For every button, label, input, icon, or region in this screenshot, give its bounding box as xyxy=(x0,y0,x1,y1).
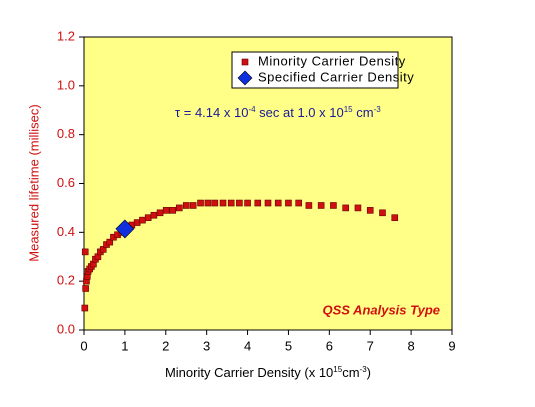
label-part: -4 xyxy=(248,105,256,114)
marker-square xyxy=(241,58,249,66)
label-part: ) xyxy=(367,365,371,380)
legend-label: Minority Carrier Density xyxy=(258,53,406,68)
marker-square xyxy=(189,202,197,209)
y-tick-label: 1.2 xyxy=(57,28,75,43)
marker-square xyxy=(354,204,362,212)
marker-square xyxy=(197,199,204,207)
label-part: cm xyxy=(342,365,359,380)
label-part: sec at 1.0 x 10 xyxy=(256,105,344,120)
marker-square xyxy=(175,204,183,212)
marker-square xyxy=(162,207,170,214)
x-tick-label: 4 xyxy=(244,338,251,353)
y-tick-label: 0.0 xyxy=(57,321,75,336)
marker-square xyxy=(169,207,177,214)
label-part: τ = 4.14 x 10 xyxy=(175,105,248,120)
marker-square xyxy=(106,238,114,246)
marker-square xyxy=(236,199,243,207)
label-part: 15 xyxy=(333,365,342,374)
marker-diamond xyxy=(237,70,253,86)
y-tick-label: 1.0 xyxy=(57,77,75,92)
marker-square xyxy=(182,202,190,209)
marker-square xyxy=(81,248,89,256)
marker-square xyxy=(150,211,158,219)
y-tick-label: 0.2 xyxy=(57,273,75,288)
marker-square xyxy=(156,209,164,217)
x-tick-label: 2 xyxy=(162,338,169,353)
x-tick-label: 0 xyxy=(80,338,87,353)
marker-square xyxy=(264,199,272,207)
marker-square xyxy=(379,209,386,217)
marker-square xyxy=(211,199,219,207)
marker-square xyxy=(366,207,374,214)
marker-diamond xyxy=(115,219,135,239)
x-tick-label: 1 xyxy=(121,338,128,353)
y-tick-label: 0.8 xyxy=(57,126,75,141)
label-part: Minority Carrier Density (x 10 xyxy=(165,365,333,380)
label-part: 15 xyxy=(344,105,353,114)
marker-square xyxy=(342,204,349,212)
label-part: -3 xyxy=(360,365,368,374)
x-tick-label: 5 xyxy=(285,338,292,353)
x-tick-label: 9 xyxy=(448,338,455,353)
label-part: -3 xyxy=(374,105,382,114)
marker-square xyxy=(219,199,227,207)
x-tick-label: 8 xyxy=(407,338,414,353)
x-tick-label: 6 xyxy=(326,338,333,353)
marker-square xyxy=(139,216,146,224)
marker-square xyxy=(305,202,313,209)
marker-square xyxy=(285,199,292,207)
note: QSS Analysis Type xyxy=(322,302,440,317)
label-part: cm xyxy=(353,105,374,120)
marker-square xyxy=(227,199,235,207)
marker-square xyxy=(391,214,399,221)
marker-square xyxy=(330,202,337,209)
y-tick-label: 0.6 xyxy=(57,175,75,190)
marker-square xyxy=(204,199,212,207)
marker-square xyxy=(144,214,152,221)
y-axis-label: Measured lifetime (millisec) xyxy=(26,104,41,261)
marker-square xyxy=(254,199,262,207)
x-tick-label: 3 xyxy=(203,338,210,353)
x-tick-label: 7 xyxy=(367,338,374,353)
legend-label: Specified Carrier Density xyxy=(258,69,414,84)
marker-square xyxy=(81,304,89,312)
marker-square xyxy=(244,199,251,207)
x-axis-label: Minority Carrier Density (x 1015cm-3) xyxy=(165,365,371,381)
marker-square xyxy=(317,202,325,209)
marker-square xyxy=(295,199,302,207)
marker-square xyxy=(274,199,282,207)
marker-square xyxy=(82,285,89,292)
annotation: τ = 4.14 x 10-4 sec at 1.0 x 1015 cm-3 xyxy=(175,105,381,121)
y-tick-label: 0.4 xyxy=(57,224,75,239)
legend-box xyxy=(231,51,399,89)
